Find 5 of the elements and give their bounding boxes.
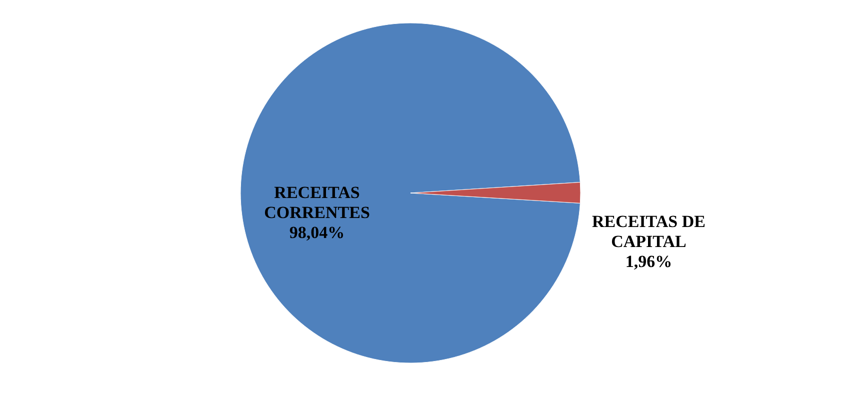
data-label: 1,96% — [625, 252, 672, 272]
data-label: 98,04% — [289, 223, 345, 242]
pie-slice — [240, 22, 580, 364]
slice-label: RECEITAS DE CAPITAL — [592, 212, 706, 252]
slice-label: RECEITAS CORRENTES — [264, 183, 370, 222]
